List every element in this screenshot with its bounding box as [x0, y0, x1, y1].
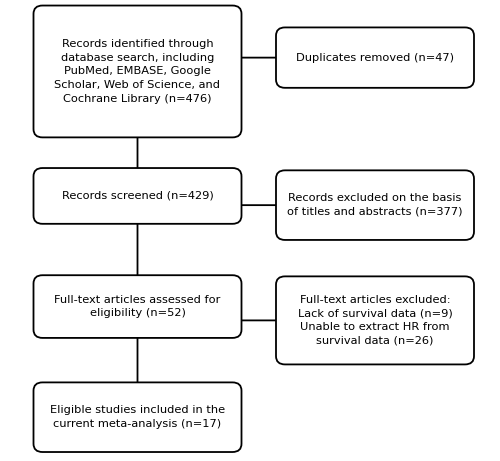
- FancyBboxPatch shape: [34, 168, 242, 224]
- FancyBboxPatch shape: [34, 6, 242, 137]
- Text: Full-text articles assessed for
eligibility (n=52): Full-text articles assessed for eligibil…: [54, 295, 220, 319]
- FancyBboxPatch shape: [34, 383, 242, 452]
- FancyBboxPatch shape: [276, 170, 474, 240]
- FancyBboxPatch shape: [276, 28, 474, 88]
- Text: Records excluded on the basis
of titles and abstracts (n=377): Records excluded on the basis of titles …: [287, 193, 463, 217]
- FancyBboxPatch shape: [276, 277, 474, 364]
- Text: Duplicates removed (n=47): Duplicates removed (n=47): [296, 53, 454, 63]
- FancyBboxPatch shape: [34, 275, 242, 338]
- Text: Records identified through
database search, including
PubMed, EMBASE, Google
Sch: Records identified through database sear…: [54, 39, 220, 104]
- Text: Full-text articles excluded:
Lack of survival data (n=9)
Unable to extract HR fr: Full-text articles excluded: Lack of sur…: [298, 295, 452, 346]
- Text: Eligible studies included in the
current meta-analysis (n=17): Eligible studies included in the current…: [50, 405, 225, 429]
- Text: Records screened (n=429): Records screened (n=429): [62, 191, 214, 201]
